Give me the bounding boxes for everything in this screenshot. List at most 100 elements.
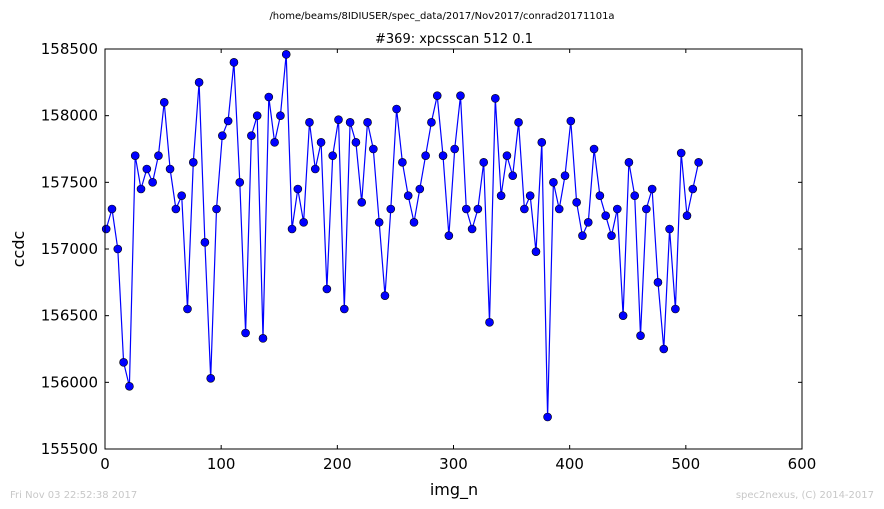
footer-credit: spec2nexus, (C) 2014-2017	[736, 490, 874, 501]
data-point	[241, 328, 250, 338]
data-point	[369, 144, 378, 154]
y-tick-label: 158000	[41, 107, 98, 125]
data-point	[130, 151, 140, 160]
ticks-layer: 0 100 200 300 400 500 600 155500 156000 156500 157…	[41, 40, 817, 473]
data-point	[403, 191, 413, 200]
data-point	[461, 204, 471, 214]
y-tick-label: 155500	[41, 440, 98, 458]
data-point	[653, 278, 663, 287]
data-point	[665, 224, 674, 234]
y-tick-label: 157000	[41, 240, 98, 258]
x-tick-label: 600	[788, 455, 817, 473]
y-tick-label: 158500	[41, 40, 98, 58]
data-point	[212, 204, 221, 214]
data-point	[554, 204, 564, 214]
data-point	[432, 91, 442, 100]
data-point	[142, 164, 152, 174]
data-point	[595, 191, 605, 200]
data-point	[496, 191, 506, 200]
data-point	[438, 151, 448, 160]
data-point	[392, 104, 401, 114]
data-point	[682, 211, 692, 220]
x-tick-label: 500	[672, 455, 701, 473]
data-point	[305, 118, 314, 127]
data-point	[479, 158, 489, 167]
data-point	[560, 171, 570, 180]
data-point	[537, 138, 547, 147]
data-point	[148, 178, 157, 187]
data-point	[159, 98, 169, 107]
data-point	[334, 115, 343, 124]
data-point	[630, 191, 640, 200]
data-point	[188, 158, 198, 167]
data-point	[671, 304, 680, 314]
x-tick-label: 0	[100, 455, 110, 473]
data-point	[694, 158, 703, 167]
data-point	[583, 218, 593, 227]
data-point	[502, 151, 512, 160]
data-point	[601, 211, 610, 220]
data-point	[345, 118, 355, 127]
data-point	[688, 184, 698, 194]
data-point	[171, 204, 181, 214]
data-point	[624, 158, 634, 167]
y-axis-label: ccdc	[9, 231, 28, 268]
y-tick-label: 157500	[41, 173, 98, 191]
data-point	[299, 218, 308, 227]
data-point	[322, 284, 332, 294]
data-point	[223, 116, 233, 126]
data-point	[316, 138, 326, 147]
data-point	[421, 151, 430, 160]
data-point	[252, 111, 262, 120]
data-point	[310, 164, 320, 174]
data-point	[293, 184, 303, 194]
data-point	[514, 118, 523, 127]
data-point	[270, 138, 279, 147]
data-point	[206, 374, 216, 383]
data-point	[642, 204, 651, 214]
data-point	[467, 224, 477, 234]
chart-suptitle: /home/beams/8IDIUSER/spec_data/2017/Nov2…	[269, 11, 614, 22]
data-point	[328, 151, 337, 160]
data-point	[520, 204, 529, 214]
plot-frame	[104, 48, 803, 450]
data-point	[485, 318, 494, 327]
data-point	[572, 198, 581, 207]
data-point	[229, 58, 239, 67]
data-point	[415, 184, 425, 194]
plot-area	[105, 49, 802, 449]
data-point	[183, 304, 192, 314]
data-point	[276, 111, 285, 120]
data-point	[340, 304, 349, 314]
data-point	[351, 138, 361, 147]
data-point	[543, 412, 552, 422]
data-point	[258, 334, 268, 343]
data-point	[235, 178, 245, 187]
x-tick-label: 300	[439, 455, 468, 473]
data-point	[107, 204, 117, 214]
data-point	[676, 148, 686, 158]
data-point	[409, 218, 419, 227]
series-layer	[101, 50, 703, 422]
data-point	[607, 231, 616, 240]
data-point	[264, 92, 274, 102]
x-tick-label: 100	[207, 455, 236, 473]
data-point	[177, 191, 186, 200]
footer-timestamp: Fri Nov 03 22:52:38 2017	[10, 490, 137, 501]
data-point	[589, 144, 599, 154]
data-point	[491, 94, 500, 103]
data-point	[444, 231, 454, 240]
data-point	[200, 238, 210, 247]
chart-title: #369: xpcsscan 512 0.1	[375, 32, 533, 47]
data-point	[508, 171, 518, 180]
data-point	[525, 191, 535, 200]
data-point	[386, 204, 396, 214]
data-point	[247, 131, 256, 140]
y-tick-label: 156000	[41, 373, 98, 391]
data-point	[113, 244, 123, 254]
x-tick-label: 200	[323, 455, 352, 473]
data-point	[450, 144, 459, 154]
data-point	[398, 158, 407, 167]
y-tick-label: 156500	[41, 307, 98, 325]
